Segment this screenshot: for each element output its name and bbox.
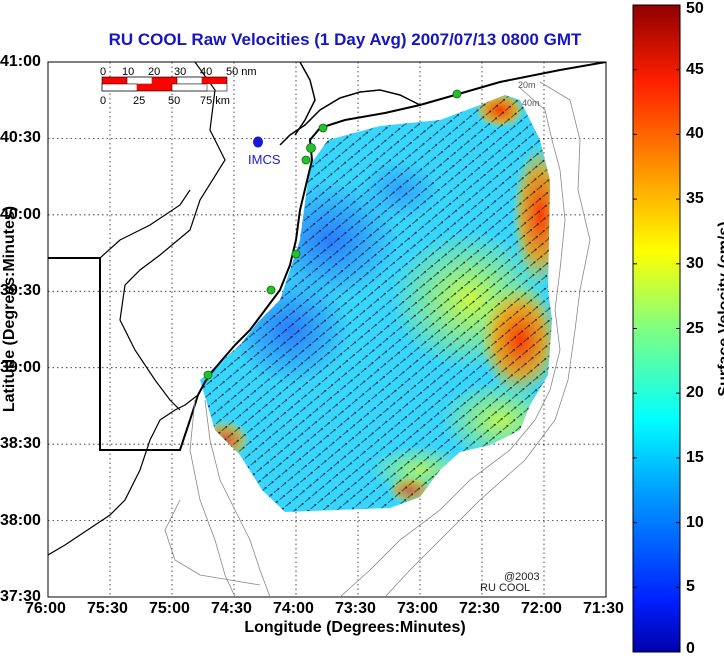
x-tick-label: 72:30 — [459, 600, 500, 617]
x-tick-label: 73:30 — [335, 600, 376, 617]
x-tick-label: 74:30 — [211, 600, 252, 617]
credit-year: @2003 — [504, 571, 540, 583]
colorbar-ticks — [633, 4, 680, 653]
isobath-label: 40m — [522, 98, 540, 108]
colorbar-tick-label: 10 — [686, 513, 704, 531]
scale-km-tick: 25 — [133, 95, 145, 107]
y-tick-label: 39:00 — [0, 358, 41, 376]
credit-name: RU COOL — [480, 582, 531, 594]
colorbar — [632, 4, 681, 653]
scale-nm-tick: 10 — [122, 66, 134, 78]
radar-site — [301, 155, 311, 165]
chart-title: RU COOL Raw Velocities (1 Day Avg) 2007/… — [108, 30, 582, 49]
radar-site — [452, 89, 462, 99]
scale-nm-tick: 20 — [148, 66, 160, 78]
radar-site — [291, 249, 301, 259]
scale-nm-tick: 50 nm — [226, 66, 257, 78]
colorbar-tick-label: 15 — [686, 448, 704, 466]
radar-site — [318, 123, 328, 133]
isobath-label: 20m — [518, 80, 536, 90]
hf-radar-sites — [203, 89, 462, 380]
x-axis-label: Longitude (Degrees:Minutes) — [244, 619, 466, 636]
colorbar-tick-label: 20 — [686, 384, 704, 402]
y-axis-label: Latitude (Degrees:Minutes) — [1, 205, 18, 413]
colorbar-tick-label: 35 — [686, 190, 704, 208]
y-tick-label: 39:30 — [0, 282, 41, 300]
colorbar-tick-label: 50 — [686, 0, 704, 17]
y-tick-label: 40:00 — [0, 205, 41, 223]
scale-bar: 0 10 20 30 40 50 nm 0 25 50 75 km — [100, 66, 257, 107]
y-tick-label: 37:30 — [0, 588, 41, 605]
x-tick-label: 75:00 — [149, 600, 190, 617]
scale-nm-tick: 30 — [174, 66, 186, 78]
radar-site — [266, 285, 276, 295]
scale-nm-tick: 0 — [100, 66, 106, 78]
colorbar-tick-label: 30 — [686, 254, 704, 272]
x-tick-label: 73:00 — [397, 600, 438, 617]
scale-km-tick: 0 — [100, 95, 106, 107]
scale-km-tick: 50 — [168, 95, 180, 107]
y-tick-label: 38:00 — [0, 511, 41, 529]
colorbar-tick-label: 5 — [686, 578, 695, 596]
x-tick-label: 76:00 — [25, 600, 66, 617]
y-tick-label: 40:30 — [0, 129, 41, 147]
x-tick-label: 74:00 — [273, 600, 314, 617]
y-tick-label: 41:00 — [0, 53, 41, 70]
imcs-station-label: IMCS — [248, 152, 281, 167]
colorbar-tick-label: 40 — [686, 125, 704, 143]
bathymetry-contours — [164, 81, 591, 597]
imcs-station-marker — [253, 136, 263, 148]
radar-site — [203, 370, 213, 380]
colorbar-tick-label: 0 — [686, 640, 695, 657]
x-tick-label: 71:30 — [583, 600, 624, 617]
y-tick-label: 38:30 — [0, 435, 41, 453]
scale-nm-tick: 40 — [200, 66, 212, 78]
x-tick-label: 75:30 — [87, 600, 128, 617]
x-tick-label: 72:00 — [521, 600, 562, 617]
colorbar-label: Surface Velocity (cm/s) — [716, 221, 724, 397]
colorbar-tick-label: 45 — [686, 60, 704, 78]
coastline — [48, 62, 606, 556]
scale-km-tick: 75 km — [200, 95, 230, 107]
radar-site — [306, 143, 316, 153]
colorbar-tick-label: 25 — [686, 319, 704, 337]
